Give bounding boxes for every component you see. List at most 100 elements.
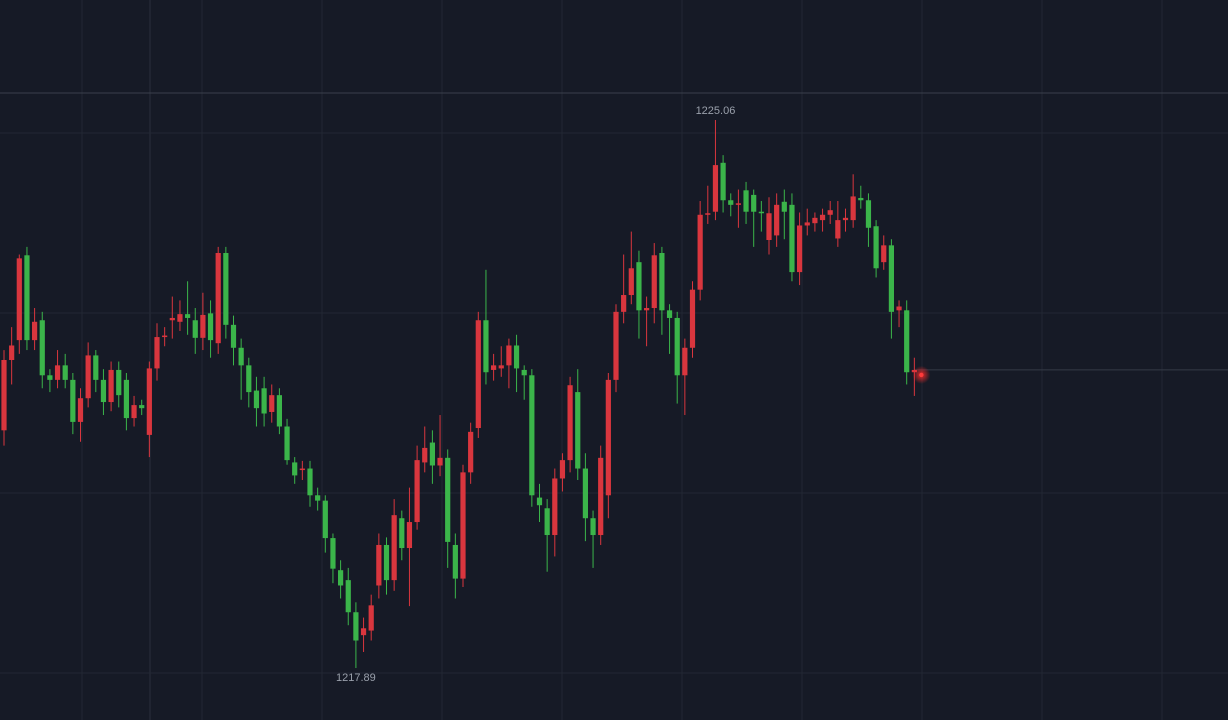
candle-body <box>483 320 489 373</box>
candle-body <box>70 379 76 422</box>
candle-body <box>54 365 61 380</box>
candle-body <box>376 544 382 586</box>
candle-body <box>529 375 535 496</box>
candle-body <box>621 295 627 312</box>
candle-body <box>452 544 458 579</box>
last-price-dot <box>919 372 924 378</box>
candle-body <box>513 345 520 369</box>
candle-body <box>544 508 550 536</box>
candle-body <box>414 460 420 523</box>
candle-body <box>904 310 910 373</box>
candle-body <box>284 426 290 461</box>
candle-body <box>682 347 688 376</box>
candle-body <box>888 245 894 312</box>
candle-body <box>192 320 198 338</box>
candle-body <box>207 313 214 341</box>
candle-body <box>185 314 191 318</box>
candle-body <box>797 225 803 273</box>
candle-body <box>307 468 313 496</box>
candle-body <box>422 447 428 463</box>
candle-body <box>751 194 757 212</box>
candle-body <box>253 390 260 409</box>
candle-body <box>460 472 466 579</box>
candle-body <box>865 200 872 228</box>
candle-body <box>162 335 168 338</box>
candle-body <box>842 217 849 221</box>
candle-body <box>269 395 275 412</box>
candle-body <box>636 262 642 311</box>
candle-body <box>368 605 374 631</box>
candle-body <box>552 478 558 536</box>
candle-body <box>850 196 856 221</box>
candle-body <box>62 365 68 380</box>
candle-body <box>659 252 665 311</box>
candle-body <box>445 457 451 542</box>
candle-body <box>299 468 305 471</box>
candle-body <box>582 468 588 519</box>
candle-body <box>491 365 497 370</box>
candle-body <box>498 365 504 369</box>
candle-body <box>93 355 99 380</box>
candle-body <box>437 457 443 466</box>
candle-body <box>16 258 22 341</box>
candle-body <box>575 392 581 469</box>
candle-body <box>896 306 902 311</box>
candle-body <box>116 369 122 396</box>
candle-body <box>32 321 38 341</box>
candle-body <box>47 375 53 380</box>
candle-body <box>628 268 634 296</box>
candle-body <box>559 460 566 479</box>
candle-body <box>9 345 15 360</box>
candle-body <box>835 220 841 239</box>
candle-body <box>338 570 344 586</box>
candle-body <box>100 379 107 403</box>
candle-body <box>131 405 137 419</box>
candle-body <box>429 442 435 466</box>
candle-body <box>873 226 879 269</box>
candle-body <box>697 214 703 290</box>
candle-body <box>146 368 152 435</box>
candle-body <box>276 395 282 427</box>
candle-body <box>246 365 252 393</box>
candle-body <box>399 518 405 549</box>
candle-body <box>758 211 764 214</box>
candle-body <box>674 317 680 376</box>
candle-body <box>139 405 145 409</box>
candle-body <box>223 252 229 325</box>
candle-body <box>712 165 719 212</box>
candle-body <box>108 369 114 403</box>
candle-body <box>858 197 864 201</box>
candle-body <box>230 324 237 348</box>
candle-body <box>812 217 818 224</box>
candle-body <box>123 379 129 419</box>
candle-body <box>666 310 673 318</box>
candle-body <box>238 347 244 366</box>
candle-body <box>177 314 183 322</box>
candle-body <box>330 538 336 569</box>
candle-body <box>766 213 772 240</box>
candle-body <box>613 311 619 380</box>
candle-body <box>804 222 810 226</box>
candle-body <box>735 203 741 205</box>
candle-body <box>781 201 787 212</box>
candle-body <box>360 628 367 636</box>
candle-body <box>85 355 91 399</box>
candle-body <box>774 204 780 236</box>
candle-body <box>391 515 397 581</box>
candle-body <box>567 385 573 461</box>
candle-body <box>475 320 481 429</box>
candle-body <box>521 369 527 376</box>
candle-body <box>590 518 596 536</box>
candle-body <box>200 314 206 338</box>
candle-body <box>651 255 657 309</box>
candle-body <box>819 214 826 221</box>
min-low-label: 1217.89 <box>336 672 376 684</box>
candle-body <box>322 500 328 539</box>
candle-body <box>383 544 390 581</box>
candle-body <box>77 398 84 422</box>
candle-body <box>789 204 795 273</box>
candle-body <box>506 345 512 366</box>
candle-body <box>598 457 604 536</box>
candle-body <box>215 252 221 344</box>
